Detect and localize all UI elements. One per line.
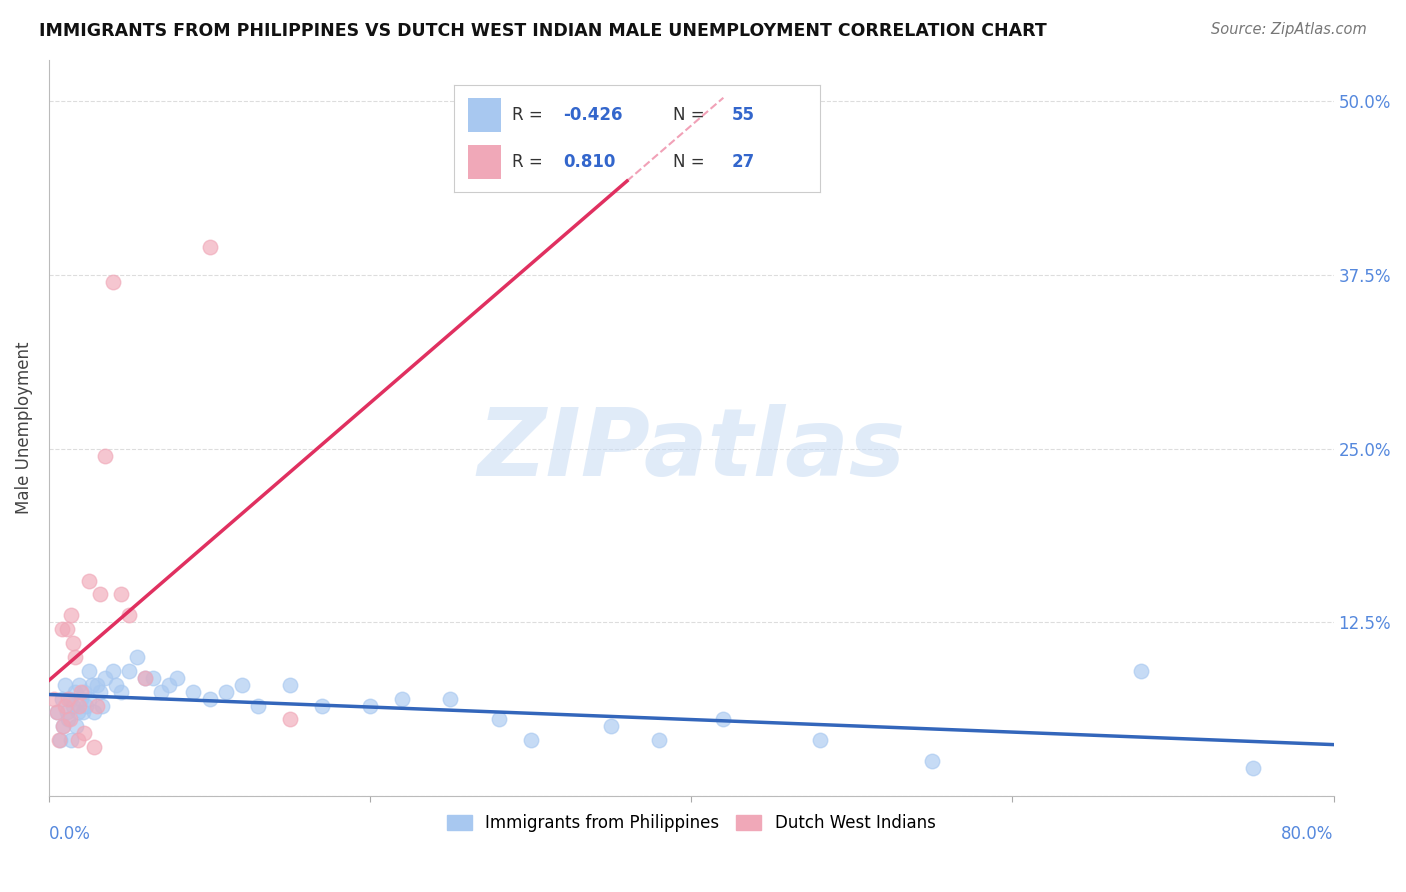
Legend: Immigrants from Philippines, Dutch West Indians: Immigrants from Philippines, Dutch West … [440, 808, 942, 839]
Point [73, 726, 96, 740]
Point [73, 684, 96, 698]
Point [70, 691, 93, 706]
Point [58, 713, 80, 727]
Point [42, 691, 65, 706]
Point [66, 706, 89, 720]
Point [46, 706, 69, 720]
Point [711, 713, 734, 727]
Point [600, 719, 623, 733]
Point [60, 608, 83, 623]
Point [103, 275, 125, 289]
Point [52, 719, 75, 733]
Point [118, 664, 141, 678]
Point [75, 698, 97, 713]
Point [110, 587, 132, 601]
Point [63, 649, 86, 664]
Point [118, 608, 141, 623]
Point [103, 664, 125, 678]
Point [49, 733, 72, 747]
Point [77, 574, 100, 588]
Point [82, 678, 104, 692]
Point [66, 733, 89, 747]
Point [58, 691, 80, 706]
Point [488, 713, 510, 727]
Point [1129, 664, 1152, 678]
Point [439, 691, 461, 706]
Y-axis label: Male Unemployment: Male Unemployment [15, 342, 32, 514]
Text: 80.0%: 80.0% [1281, 825, 1333, 843]
Text: Source: ZipAtlas.com: Source: ZipAtlas.com [1211, 22, 1367, 37]
Point [183, 684, 205, 698]
Point [231, 678, 253, 692]
Point [278, 678, 301, 692]
Text: 0.0%: 0.0% [49, 825, 91, 843]
Point [94, 671, 117, 685]
Point [214, 684, 236, 698]
Point [69, 678, 91, 692]
Point [52, 719, 75, 733]
Point [808, 733, 831, 747]
Point [62, 698, 84, 713]
Point [69, 698, 91, 713]
Point [63, 684, 86, 698]
Point [391, 691, 413, 706]
Point [60, 733, 83, 747]
Point [94, 449, 117, 463]
Point [311, 698, 333, 713]
Point [65, 719, 87, 733]
Point [198, 240, 221, 254]
Point [59, 691, 82, 706]
Point [1241, 761, 1264, 775]
Point [48, 733, 70, 747]
Point [70, 684, 93, 698]
Point [55, 706, 77, 720]
Point [134, 671, 156, 685]
Text: IMMIGRANTS FROM PHILIPPINES VS DUTCH WEST INDIAN MALE UNEMPLOYMENT CORRELATION C: IMMIGRANTS FROM PHILIPPINES VS DUTCH WES… [39, 22, 1047, 40]
Point [77, 691, 100, 706]
Point [278, 713, 301, 727]
Point [519, 733, 541, 747]
Point [46, 706, 69, 720]
Point [157, 678, 180, 692]
Point [55, 622, 77, 636]
Point [51, 691, 73, 706]
Point [83, 706, 105, 720]
Point [127, 649, 149, 664]
Point [91, 698, 114, 713]
Point [150, 684, 173, 698]
Point [51, 622, 73, 636]
Point [166, 671, 188, 685]
Point [77, 664, 100, 678]
Point [53, 698, 76, 713]
Point [134, 671, 156, 685]
Point [648, 733, 671, 747]
Point [72, 706, 94, 720]
Point [53, 678, 76, 692]
Point [142, 671, 165, 685]
Point [59, 713, 82, 727]
Point [359, 698, 381, 713]
Point [105, 678, 128, 692]
Point [89, 587, 111, 601]
Point [110, 684, 132, 698]
Point [62, 636, 84, 650]
Point [198, 691, 221, 706]
Text: ZIPatlas: ZIPatlas [477, 404, 905, 496]
Point [921, 754, 943, 768]
Point [89, 684, 111, 698]
Point [83, 740, 105, 755]
Point [246, 698, 269, 713]
Point [86, 678, 108, 692]
Point [86, 698, 108, 713]
